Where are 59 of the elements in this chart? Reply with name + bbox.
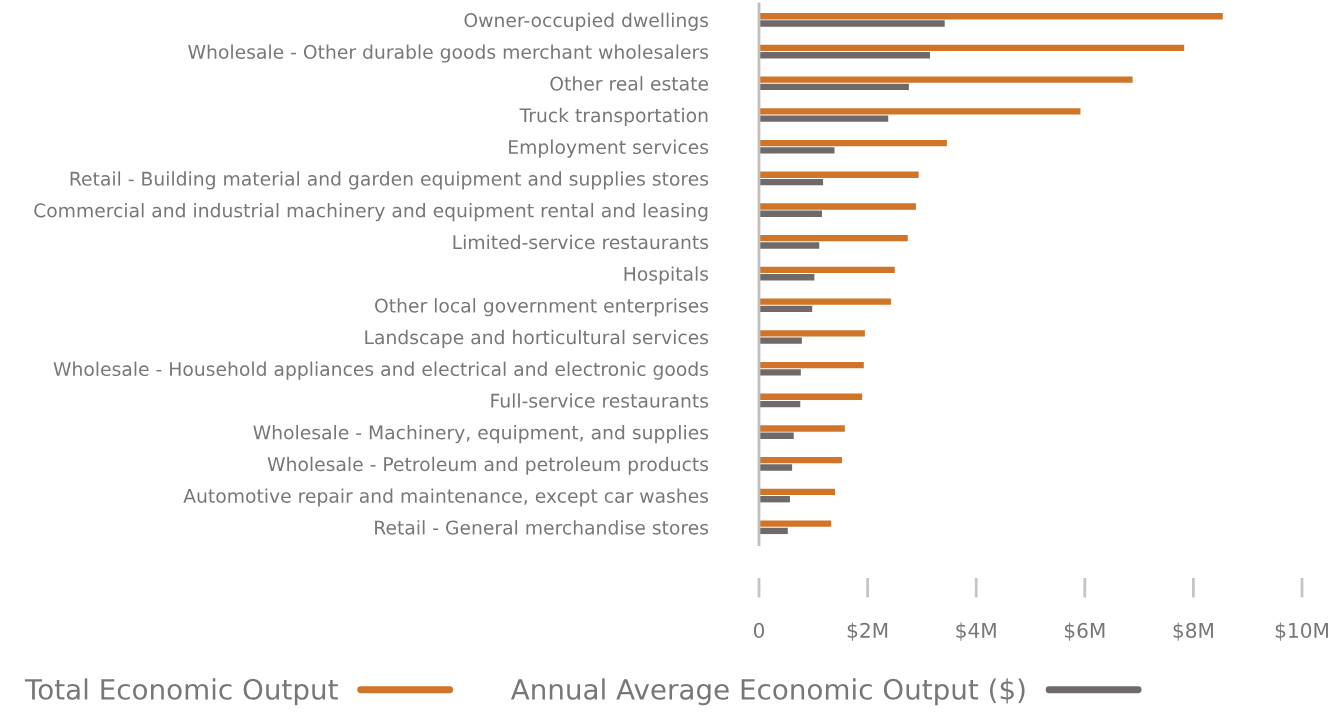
y-tick-label: Full-service restaurants [491,393,709,408]
x-tick-label: $4M [956,622,996,641]
bar [759,83,909,91]
bar [759,369,801,376]
y-tick-label: Wholesale - Household appliances and electrical and electronic goods [53,361,709,380]
bar [759,337,802,344]
bar [759,44,1185,52]
y-tick-label: Retail - General merchandise stores [375,520,709,535]
bar [759,361,864,369]
legend-label: Annual Average Economic Output ($) [510,678,1025,706]
y-tick-label: Automotive repair and maintenance, except car washes [183,488,709,507]
bar [759,393,863,400]
y-tick-label: Landscape and horticultural services [365,329,709,349]
bar [759,298,891,305]
bar [759,242,820,249]
x-tick-label: $10M [1275,622,1328,641]
bar [759,488,836,496]
y-tick-label: Employment services [509,139,709,158]
bar [759,20,945,27]
y-tick-label: Commercial and industrial machinery and equipment rental and leasing [34,203,708,222]
bar [759,432,794,439]
bar [759,115,889,122]
bar [759,274,815,281]
bar [759,266,895,274]
bar [759,76,1133,83]
legend-label: Total Economic Output [24,678,338,706]
bar [759,520,832,527]
x-tick-label: $6M [1064,622,1105,641]
y-tick-label: Other local government enterprises [375,298,709,317]
y-tick-label: Wholesale - Petroleum and petroleum products [267,456,709,475]
bar [759,235,908,242]
bar [759,400,801,408]
bar [759,139,947,147]
bar [759,464,793,471]
bar [759,330,865,337]
y-tick-label: Limited-service restaurants [453,234,709,250]
bar [759,527,788,535]
bar [759,210,822,217]
y-tick-label: Retail - Building material and garden equipment and supplies stores [70,171,709,190]
bar [759,171,919,178]
bar [759,203,916,210]
bar [759,457,843,464]
x-tick-label: $2M [847,622,888,641]
bar [759,52,931,59]
bar [759,178,824,186]
y-tick-label: Truck transportation [519,107,708,127]
y-tick-label: Wholesale - Other durable goods merchant wholesalers [188,44,709,63]
bar [759,496,790,503]
bar [759,147,835,154]
x-tick-label: $8M [1173,622,1213,641]
bar [759,305,813,313]
y-tick-label: Wholesale - Machinery, equipment, and supplies [253,425,709,444]
bar [759,13,1223,20]
bar [759,108,1081,115]
y-tick-label: Hospitals [624,266,709,285]
y-tick-label: Owner-occupied dwellings [464,12,709,31]
y-tick-label: Other real estate [550,76,708,91]
x-tick-label: 0 [753,622,765,639]
bar [759,425,845,432]
